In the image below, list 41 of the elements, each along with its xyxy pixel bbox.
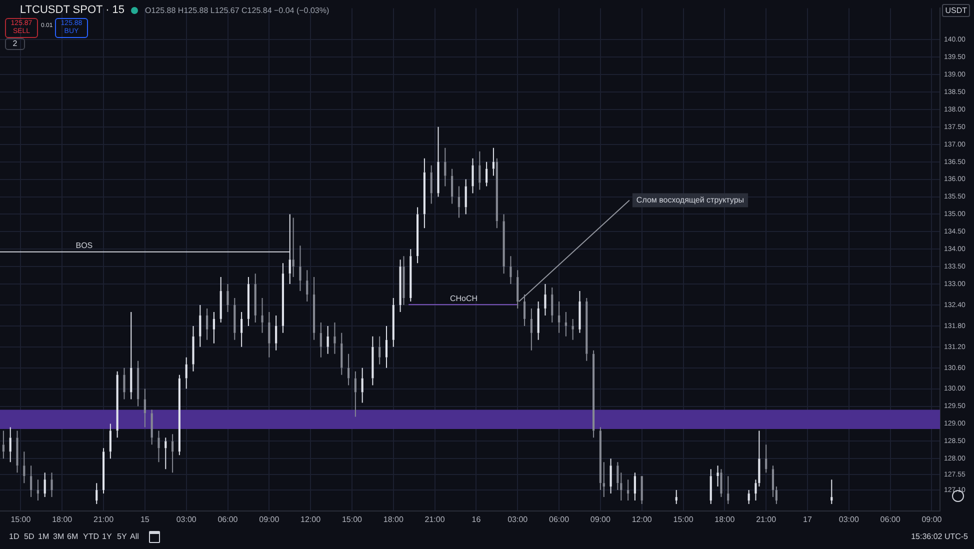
x-tick-label: 09:00 [259, 515, 280, 524]
x-tick-label: 03:00 [838, 515, 860, 524]
x-tick-label: 03:00 [176, 515, 197, 524]
text: 5D [24, 532, 34, 541]
x-tick-label: 15:00 [673, 515, 694, 524]
x-tick-label: 09:00 [922, 515, 942, 524]
text: 1Y [102, 532, 112, 541]
annotation: BOS [76, 241, 93, 250]
annotation: 2 [12, 39, 18, 48]
text: 5Y [117, 532, 127, 541]
x-tick-label: 18:00 [383, 515, 404, 524]
layers-button: 2 [5, 38, 25, 50]
text: 3M [53, 532, 64, 541]
x-tick-label: 21:00 [94, 515, 114, 524]
x-tick-label: 21:00 [756, 515, 777, 524]
x-tick-label: 15 [140, 515, 150, 524]
chart-subtitle: O125.88 H125.88 L125.67 C125.84 −0.04 (−0.03%) [145, 6, 330, 15]
annotation: CHoCH [450, 294, 478, 303]
x-tick-label: 17 [803, 515, 812, 524]
text: YTD [83, 532, 99, 541]
x-tick-label: 03:00 [508, 515, 528, 524]
x-tick-label: 12:00 [300, 515, 322, 524]
text: 1D [9, 532, 20, 541]
x-tick-label: 16 [472, 515, 482, 524]
x-tick-label: 21:00 [424, 515, 446, 524]
x-tick-label: 12:00 [632, 515, 652, 524]
text: 1M [38, 532, 50, 541]
x-tick-label: 18:00 [52, 515, 73, 524]
x-tick-label: 06:00 [880, 515, 901, 524]
x-tick-label: 18:00 [714, 515, 736, 524]
x-tick-label: 15:00 [342, 515, 363, 524]
x-tick-label: 09:00 [590, 515, 611, 524]
text: 6M [67, 532, 78, 541]
x-tick-label: 06:00 [218, 515, 238, 524]
annotation: Слом восходящей структуры [636, 195, 744, 204]
x-tick-label: 06:00 [549, 515, 570, 524]
text: 15:36:02 UTC-5 [911, 532, 968, 541]
x-tick-label: 15:00 [10, 515, 32, 524]
text: All [130, 532, 139, 541]
y-axis-title: USDT [942, 4, 970, 17]
chart-title: LTCUSDT SPOT · 15 [20, 4, 125, 16]
